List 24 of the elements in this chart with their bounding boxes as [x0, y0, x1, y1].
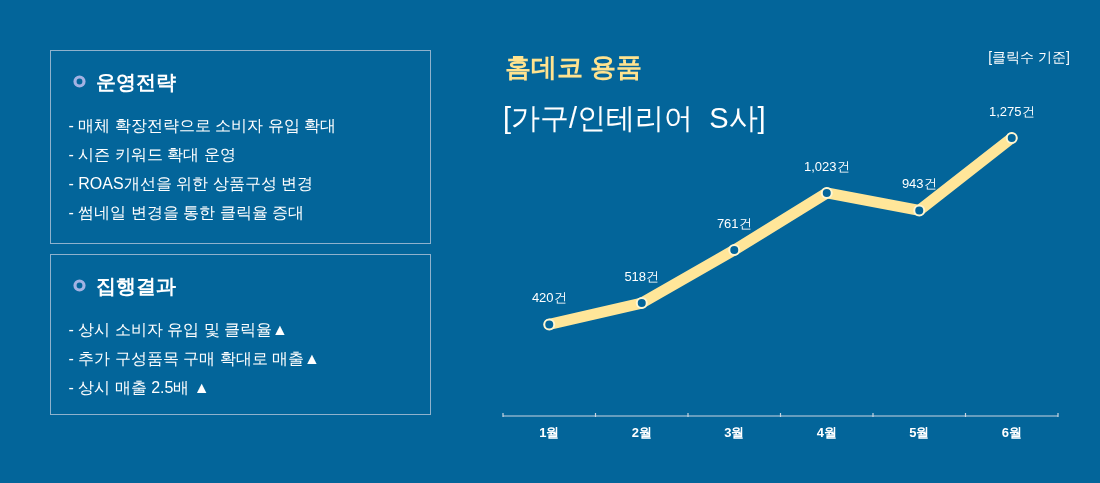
card-text: - 상시 매출 2.5배 ▲ [68, 378, 210, 396]
data-label: 420건 [531, 290, 567, 306]
annotation: [클릭수 기준] [988, 49, 1070, 65]
data-label: 1,275건 [989, 104, 1035, 119]
x-tick-label: 6월 [1001, 425, 1022, 440]
card-title: 운영전략 [95, 71, 176, 93]
card-text: - 추가 구성품목 구매 확대로 매출▲ [68, 349, 320, 367]
title: 홈데코 용품 [505, 52, 643, 82]
x-tick-label: 3월 [724, 425, 745, 440]
data-label: 518건 [624, 269, 660, 285]
card-text: - 매체 확장전략으로 소비자 유입 확대 [68, 116, 337, 134]
card-title: 집행결과 [95, 275, 176, 297]
card-text: - 상시 소비자 유입 및 클릭율▲ [68, 320, 288, 338]
data-label: 1,023건 [804, 158, 850, 174]
x-tick-label: 5월 [909, 425, 930, 440]
x-tick-label: 2월 [631, 425, 652, 440]
x-tick-label: 4월 [816, 425, 837, 440]
data-label: 943건 [901, 176, 937, 192]
subtitle: [가구/인테리어 S사] [503, 102, 766, 134]
card-text: - 썸네일 변경을 통한 클릭율 증대 [68, 203, 305, 221]
card-text: - ROAS개선을 위한 상품구성 변경 [68, 174, 313, 192]
x-tick-label: 1월 [539, 425, 560, 440]
card-text: - 시즌 키워드 확대 운영 [68, 145, 236, 163]
data-label: 761건 [716, 216, 752, 232]
